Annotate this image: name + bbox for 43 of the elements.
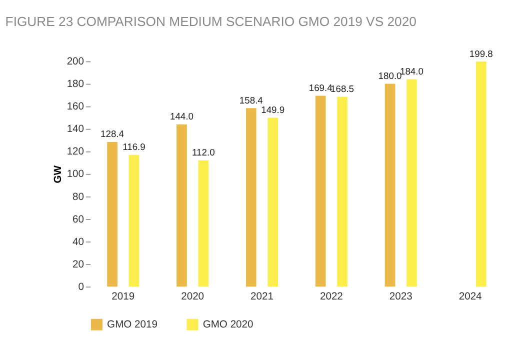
bar [107,142,118,287]
data-label: 169.4 [308,82,332,94]
y-tick-label: 160 [66,102,84,113]
data-label: 144.0 [170,110,194,122]
data-label: 184.0 [400,66,424,77]
bar [406,79,417,287]
legend-label: GMO 2020 [202,319,254,330]
y-tick-label: 60 [72,214,84,226]
y-tick-label: 0 [78,282,84,293]
x-tick-label: 2024 [458,291,482,302]
data-label: 116.9 [122,141,146,152]
legend-label: GMO 2019 [107,319,158,330]
data-label: 128.4 [100,128,124,140]
y-tick-label: 140 [66,124,84,136]
y-tick-label: 100 [66,169,84,180]
bar [337,96,348,287]
x-tick-label: 2022 [320,291,344,302]
x-tick-label: 2021 [250,291,274,302]
data-label: 180.0 [378,70,402,82]
y-tick-label: 200 [66,56,84,68]
bar [176,124,187,287]
bar [128,154,140,287]
data-label: 168.5 [330,83,354,94]
x-tick-label: 2023 [389,291,413,302]
y-tick-label: 40 [72,236,84,248]
bar [384,84,396,287]
data-label: 149.9 [261,104,285,116]
y-tick-label: 20 [72,259,84,270]
y-tick-label: 180 [66,79,84,90]
y-tick-label: 80 [72,192,84,203]
x-tick-label: 2019 [112,291,135,302]
x-tick-label: 2020 [181,291,204,302]
y-tick-label: 120 [66,146,84,158]
chart-title: FIGURE 23 COMPARISON MEDIUM SCENARIO GMO 2019 VS 2020 [5,14,416,29]
bar [315,96,326,287]
bar [246,108,256,287]
bar [198,160,209,287]
data-label: 112.0 [192,146,215,158]
data-label: 199.8 [469,48,493,59]
bar [268,118,278,287]
bar [476,61,486,287]
data-label: 158.4 [239,94,263,106]
y-axis-title: GW [53,165,64,184]
